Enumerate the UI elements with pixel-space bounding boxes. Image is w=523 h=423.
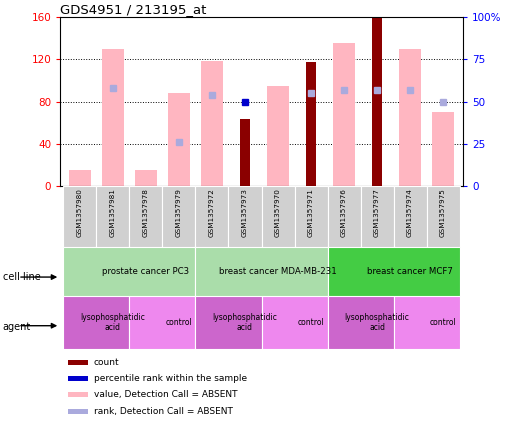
Bar [196, 186, 229, 247]
Bar [327, 186, 360, 247]
Text: rank, Detection Call = ABSENT: rank, Detection Call = ABSENT [94, 407, 233, 416]
Bar [68, 376, 88, 381]
Bar [69, 170, 90, 186]
Text: cell line: cell line [3, 272, 40, 282]
Text: GDS4951 / 213195_at: GDS4951 / 213195_at [60, 3, 207, 16]
Bar [306, 62, 316, 186]
Text: control: control [298, 318, 324, 327]
Text: GSM1357974: GSM1357974 [407, 189, 413, 237]
Text: value, Detection Call = ABSENT: value, Detection Call = ABSENT [94, 390, 237, 399]
Bar [372, 17, 382, 186]
Text: GSM1357977: GSM1357977 [374, 189, 380, 237]
Text: GSM1357980: GSM1357980 [77, 189, 83, 237]
Bar [201, 61, 223, 186]
Text: GSM1357978: GSM1357978 [143, 189, 149, 237]
Bar [68, 360, 88, 365]
Text: agent: agent [3, 321, 31, 332]
Bar [393, 296, 460, 349]
Text: lysophosphatidic
acid: lysophosphatidic acid [212, 313, 277, 332]
Bar [102, 49, 123, 186]
Bar [196, 296, 262, 349]
Text: lysophosphatidic
acid: lysophosphatidic acid [345, 313, 410, 332]
Bar [96, 186, 130, 247]
Text: prostate cancer PC3: prostate cancer PC3 [103, 267, 189, 276]
Text: GSM1357970: GSM1357970 [275, 189, 281, 237]
Bar [262, 296, 327, 349]
Bar [294, 186, 327, 247]
Bar [333, 43, 355, 186]
Text: count: count [94, 358, 120, 367]
Text: percentile rank within the sample: percentile rank within the sample [94, 374, 247, 383]
Bar [267, 85, 289, 186]
Text: GSM1357975: GSM1357975 [440, 189, 446, 237]
Text: GSM1357973: GSM1357973 [242, 189, 248, 237]
Bar [400, 49, 421, 186]
Text: lysophosphatidic
acid: lysophosphatidic acid [81, 313, 145, 332]
Bar [135, 170, 157, 186]
Bar [130, 186, 163, 247]
Bar [130, 296, 196, 349]
Bar [427, 186, 460, 247]
Bar [68, 392, 88, 398]
Bar [68, 409, 88, 414]
Bar [433, 112, 454, 186]
Bar [163, 186, 196, 247]
Text: GSM1357979: GSM1357979 [176, 189, 182, 237]
Bar [393, 186, 427, 247]
Bar [196, 247, 327, 296]
Bar [63, 296, 130, 349]
Text: control: control [166, 318, 192, 327]
Bar [168, 93, 190, 186]
Text: GSM1357972: GSM1357972 [209, 189, 215, 237]
Bar [241, 119, 249, 186]
Bar [262, 186, 294, 247]
Text: GSM1357981: GSM1357981 [110, 189, 116, 237]
Text: breast cancer MDA-MB-231: breast cancer MDA-MB-231 [219, 267, 337, 276]
Bar [327, 296, 393, 349]
Bar [229, 186, 262, 247]
Text: GSM1357971: GSM1357971 [308, 189, 314, 237]
Bar [63, 247, 196, 296]
Text: breast cancer MCF7: breast cancer MCF7 [367, 267, 453, 276]
Bar [360, 186, 393, 247]
Bar [63, 186, 96, 247]
Text: control: control [430, 318, 457, 327]
Text: GSM1357976: GSM1357976 [341, 189, 347, 237]
Bar [327, 247, 460, 296]
